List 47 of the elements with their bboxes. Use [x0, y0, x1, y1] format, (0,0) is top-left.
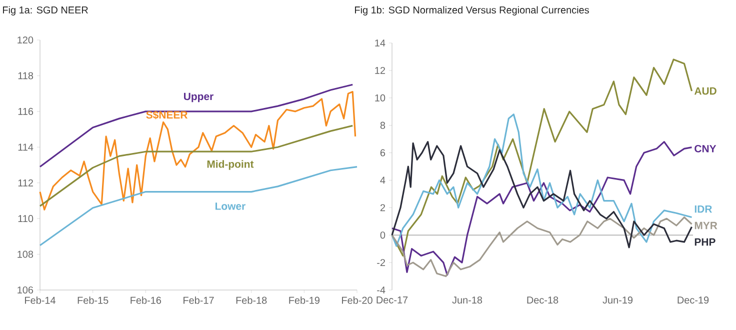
x-tick-label: Feb-16 [130, 296, 162, 304]
y-tick-label: 108 [18, 250, 34, 258]
series-label: IDR [694, 205, 712, 213]
y-tick-label: 8 [380, 122, 386, 129]
y-tick-label: -4 [377, 286, 386, 294]
series-label: MYR [694, 222, 718, 230]
chart-title: Fig 1b: SGD Normalized Versus Regional Currencies [355, 6, 589, 16]
x-tick-label: Jun-19 [602, 296, 633, 304]
x-tick-label: Feb-19 [289, 296, 320, 304]
line-series [39, 90, 356, 210]
series-label: S$NEER [146, 110, 188, 120]
x-tick-label: Dec-17 [376, 296, 408, 304]
y-tick-label: 12 [375, 66, 385, 74]
y-tick-label: -2 [377, 259, 385, 266]
y-tick-label: 6 [380, 149, 386, 156]
x-tick-label: Dec-18 [527, 296, 558, 304]
series-label: AUD [694, 87, 716, 95]
y-tick-label: 2 [380, 204, 385, 212]
y-tick-label: 116 [18, 108, 34, 115]
y-tick-label: 106 [18, 286, 34, 294]
series-label: Lower [216, 202, 246, 210]
y-tick-label: 114 [18, 144, 34, 151]
y-tick-label: 112 [18, 179, 33, 186]
x-tick-label: Jun-18 [452, 296, 482, 304]
y-tick-label: 0 [380, 232, 386, 239]
line-series [391, 140, 693, 248]
line-series [391, 114, 693, 247]
line-series [391, 216, 693, 278]
series-label: PHP [694, 238, 716, 246]
chart-title: Fig 1a: SGD NEER [3, 6, 88, 16]
y-tick-label: 4 [380, 176, 386, 184]
x-tick-label: Feb-17 [184, 296, 214, 304]
x-tick-label: Feb-18 [236, 296, 267, 304]
series-label: CNY [694, 144, 716, 152]
y-tick-label: 110 [18, 215, 34, 222]
line-series [39, 84, 354, 168]
series-label: Upper [184, 92, 214, 102]
y-tick-label: 118 [18, 72, 34, 80]
y-tick-label: 10 [375, 94, 386, 102]
x-tick-label: Feb-15 [78, 296, 108, 304]
x-tick-label: Dec-19 [678, 296, 709, 304]
y-tick-label: 120 [18, 36, 34, 44]
x-tick-label: Feb-14 [25, 296, 56, 304]
line-series [391, 140, 693, 276]
y-tick-label: 14 [375, 40, 386, 46]
x-tick-label: Feb-20 [342, 296, 372, 304]
series-label: Mid-point [207, 160, 254, 170]
